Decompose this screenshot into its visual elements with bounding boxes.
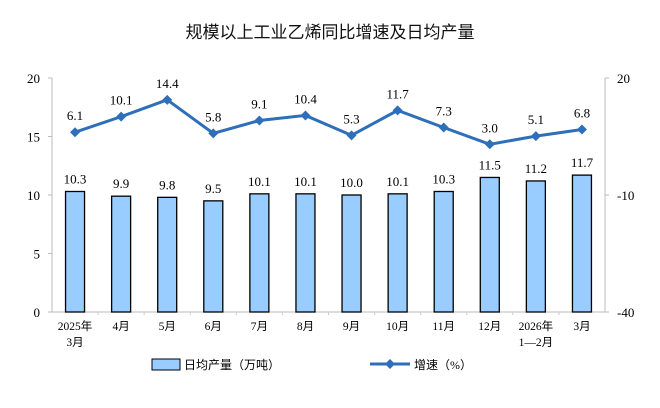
bar-label: 10.1 [294,174,317,189]
line-label: 14.4 [156,76,179,91]
bar [479,176,500,313]
line-label: 9.1 [251,97,267,112]
bar-label: 9.8 [159,177,175,192]
x-tick-label: 3月 [66,337,83,349]
x-tick-label: 4月 [113,321,130,333]
bar-label: 9.9 [113,176,129,191]
right-tick-label: -10 [617,188,634,203]
x-tick-label: 5月 [159,321,176,333]
line-label: 6.1 [67,108,83,123]
line-marker [438,122,449,133]
bar [433,190,454,313]
bar-label: 11.2 [525,161,547,176]
bar [203,200,224,313]
legend-bar-swatch [151,358,181,371]
bar-label: 10.1 [248,174,271,189]
bar [341,194,362,313]
x-tick-label: 8月 [297,321,314,333]
line-marker [116,111,127,122]
growth-line [74,98,583,146]
line-marker [576,124,587,135]
bar-label: 11.5 [479,157,501,172]
x-tick-label: 12月 [478,321,501,333]
x-tick-label: 7月 [251,321,268,333]
x-tick-label: 11月 [432,321,455,333]
line-marker [484,139,495,150]
bar [110,195,132,313]
bar [525,180,547,313]
bar-label: 9.5 [205,181,221,196]
bar [571,174,593,313]
x-tick-label: 2026年 [519,319,554,333]
line-label: 10.4 [294,91,317,106]
line-label: 3.0 [482,120,498,135]
x-tick-label: 3月 [573,321,590,333]
bar [387,193,408,313]
left-tick-label: 15 [27,130,40,145]
line-label: 5.8 [205,109,221,124]
x-tick-label: 10月 [386,321,409,333]
legend-bar-label: 日均产量（万吨） [184,358,280,372]
bar-label: 10.3 [64,171,87,186]
right-tick-label: 20 [617,71,630,86]
right-tick-label: -40 [617,305,634,320]
line-marker [254,115,265,126]
legend-line-label: 增速（%） [414,358,472,372]
line-label: 6.8 [574,105,590,120]
x-tick-label: 1—2月 [519,337,554,349]
line-label: 11.7 [386,86,409,101]
x-tick-label: 6月 [205,321,222,333]
line-label: 5.3 [343,111,359,126]
bar-label: 10.0 [340,175,363,190]
bar [295,193,316,313]
line-marker [300,110,311,121]
bar [157,196,178,313]
line-marker [346,130,357,141]
line-marker [70,127,81,138]
x-tick-label: 9月 [343,321,360,333]
left-tick-label: 10 [27,188,40,203]
chart-title: 规模以上工业乙烯同比增速及日均产量 [185,23,475,43]
left-tick-label: 5 [34,247,41,262]
bar [249,193,270,313]
line-marker [162,94,173,105]
left-tick-label: 20 [27,71,40,86]
x-tick-label: 2025年 [58,319,93,333]
bar-label: 10.3 [432,171,455,186]
line-marker [530,131,541,142]
line-marker [392,105,403,116]
legend-line-marker [385,359,395,369]
bar-label: 10.1 [386,174,409,189]
bar [64,190,86,313]
line-label: 7.3 [436,104,452,119]
left-tick-label: 0 [34,305,41,320]
line-label: 10.1 [110,93,133,108]
line-label: 5.1 [528,112,544,127]
bar-label: 11.7 [571,155,594,170]
line-marker [208,128,219,139]
